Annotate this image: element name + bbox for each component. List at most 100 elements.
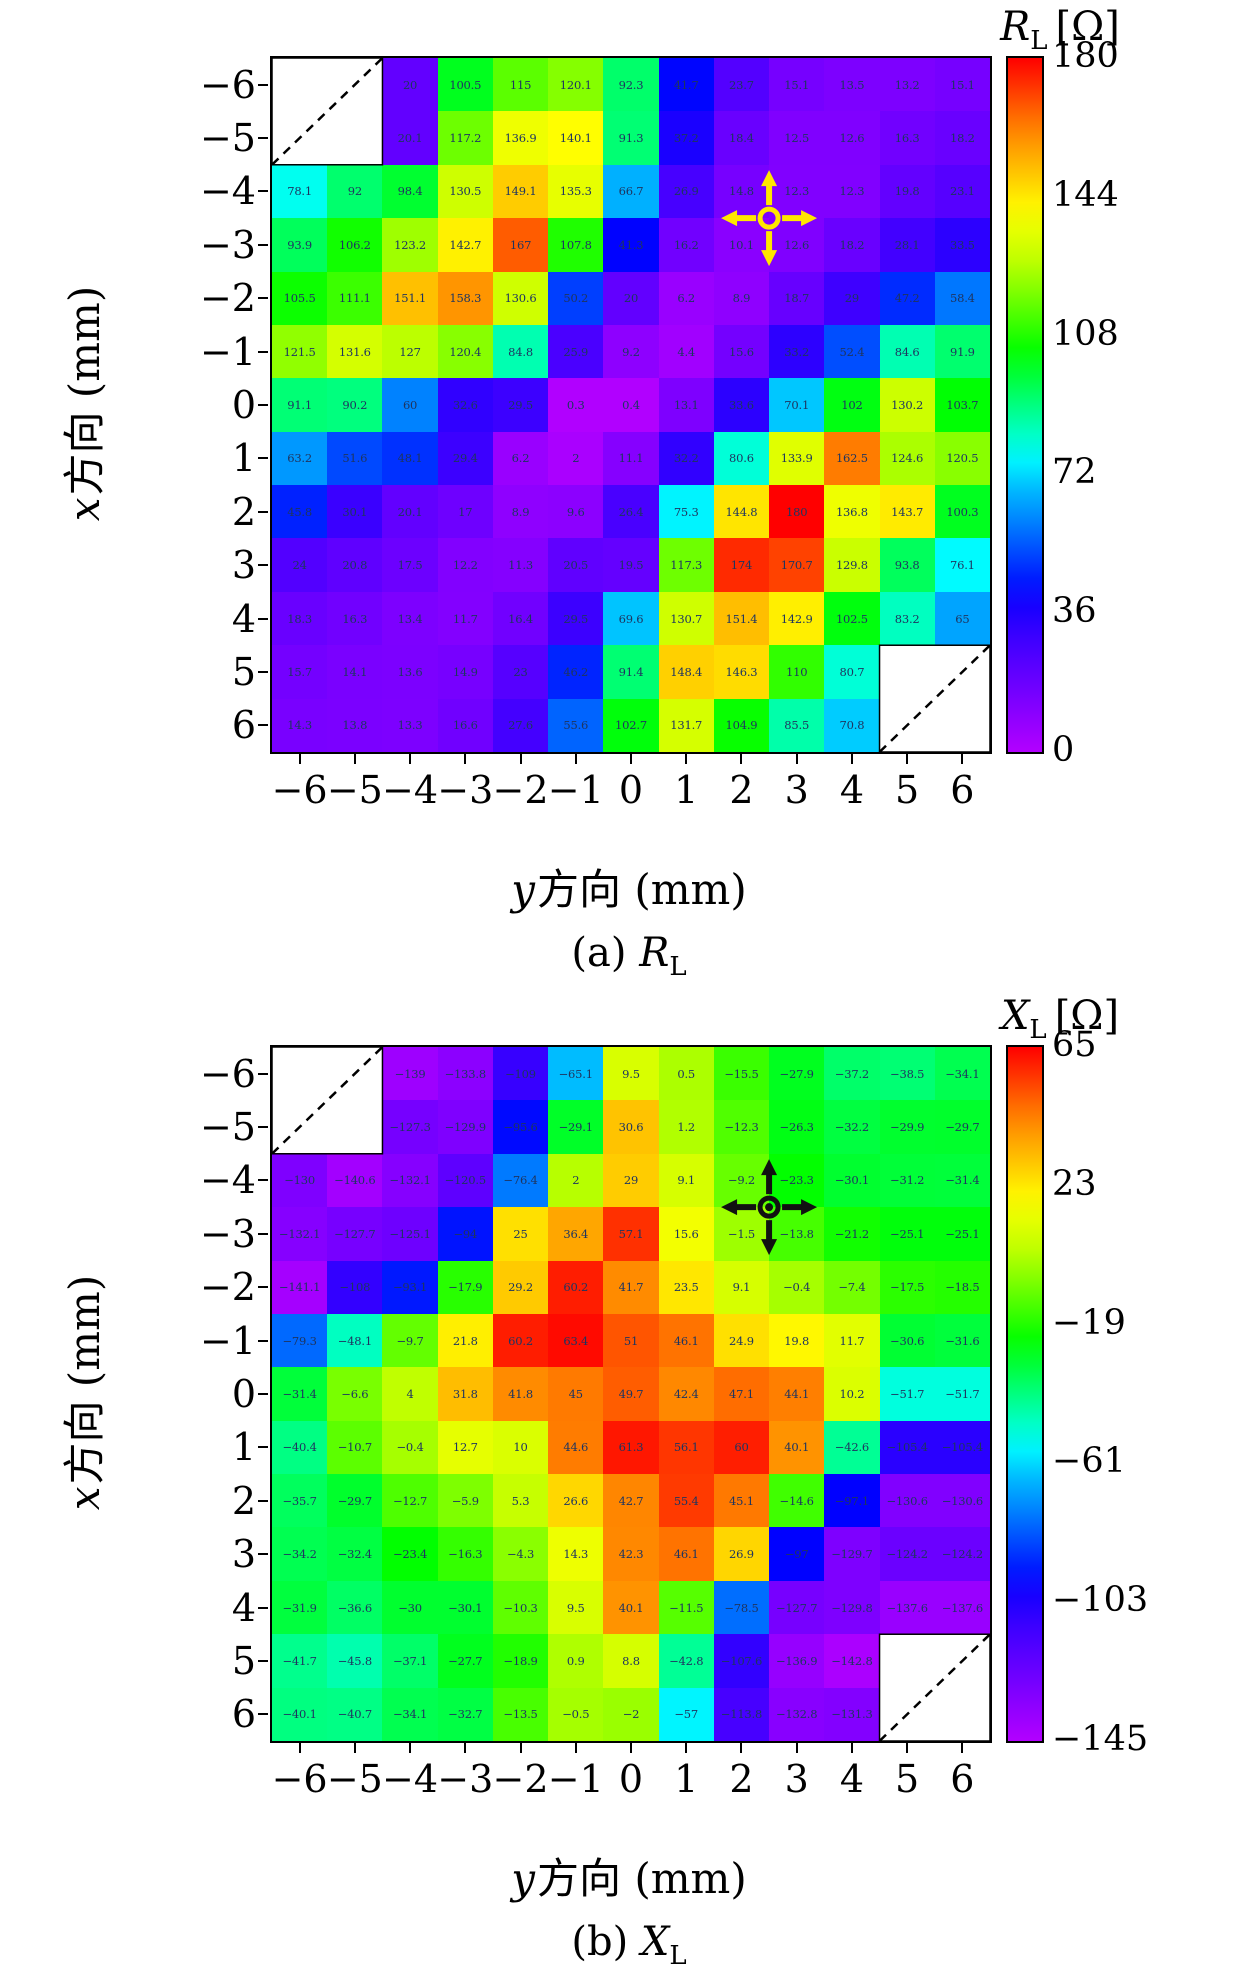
- heatmap-cell: −16.3: [437, 1527, 493, 1581]
- heatmap-cell: −76.4: [492, 1153, 549, 1208]
- xaxis-var: y: [511, 865, 535, 914]
- heatmap-cell: −129.9: [437, 1100, 493, 1154]
- heatmap-cell: 66.7: [603, 164, 659, 219]
- cell-value: 8.9: [511, 504, 530, 519]
- cell-value: −120.5: [444, 1173, 487, 1188]
- cell-value: −133.8: [444, 1066, 487, 1081]
- x-tickmark: [850, 754, 853, 764]
- masked-cell: [879, 1687, 935, 1741]
- heatmap-cell: 25.9: [548, 324, 604, 379]
- cell-value: −14.6: [779, 1493, 814, 1508]
- heatmap-cell: 20.1: [382, 111, 438, 165]
- heatmap-cell: −45.8: [327, 1634, 383, 1688]
- heatmap-cell: 13.5: [824, 58, 880, 112]
- cell-value: 20.8: [342, 558, 368, 573]
- cell-value: −108: [339, 1280, 371, 1295]
- heatmap-cell: −97.1: [824, 1474, 880, 1528]
- heatmap-cell: 91.3: [603, 111, 659, 165]
- cell-value: 29: [844, 291, 860, 306]
- cell-value: 16.2: [673, 237, 699, 252]
- heatmap-cell: 13.4: [382, 591, 438, 646]
- heatmap-cell: 15.1: [769, 58, 825, 112]
- heatmap-cell: 29: [603, 1153, 659, 1208]
- heatmap-cell: 18.7: [769, 271, 825, 325]
- xaxis-rest: 方向 (mm): [536, 865, 747, 914]
- heatmap-cell: 130.6: [492, 271, 549, 325]
- y-tickmark: [258, 1446, 268, 1449]
- cell-value: 105.5: [283, 291, 316, 306]
- y-tick-label: −1: [199, 329, 256, 374]
- cell-value: −130: [284, 1173, 315, 1188]
- heatmap-cell: 18.2: [934, 111, 990, 165]
- x-tick-label: −2: [492, 768, 549, 812]
- x-tick-label: −1: [547, 768, 604, 812]
- cell-value: 15.6: [673, 1226, 699, 1241]
- heatmap-cell: −48.1: [327, 1313, 383, 1368]
- cell-value: 15.7: [287, 664, 313, 679]
- x-tickmark: [630, 1743, 632, 1753]
- cell-value: 14.1: [342, 664, 368, 679]
- heatmap-cell: 102: [824, 378, 880, 432]
- cell-value: 23: [513, 664, 528, 679]
- heatmap-cell: −42.6: [824, 1420, 880, 1475]
- heatmap-cell: 19.8: [769, 1313, 825, 1368]
- heatmap-cell: 148.4: [658, 645, 714, 699]
- heatmap-cell: 26.4: [603, 485, 659, 539]
- chart-b-title: XL [Ω]: [930, 993, 1190, 1045]
- heatmap-cell: 12.3: [824, 164, 880, 219]
- y-tick-label: −4: [199, 1158, 256, 1203]
- masked-cell: [879, 645, 935, 699]
- x-tickmark: [740, 754, 743, 764]
- heatmap-cell: −124.2: [879, 1527, 935, 1581]
- cell-value: −11.5: [669, 1600, 704, 1615]
- heatmap-cell: −30.1: [437, 1580, 493, 1635]
- heatmap-cell: −130.6: [934, 1474, 990, 1528]
- cell-value: 13.3: [397, 718, 423, 733]
- cell-value: 9.5: [566, 1600, 585, 1615]
- cell-value: 135.3: [559, 184, 592, 199]
- y-tick-label: 2: [231, 1478, 256, 1523]
- cell-value: 24.9: [729, 1333, 754, 1348]
- heatmap-cell: 130.5: [437, 164, 493, 219]
- heatmap-cell: 11.3: [492, 538, 549, 592]
- heatmap-cell: 80.7: [824, 645, 880, 699]
- cell-value: 70.8: [839, 718, 865, 733]
- cell-value: 174: [730, 558, 753, 573]
- x-tick-label: 6: [950, 768, 975, 812]
- cell-value: −29.1: [558, 1120, 593, 1135]
- chart-a-heatmap: 20 100.5 115 120.1 92.3 41.7 23.7 15.1 13.5 13.2 1…: [270, 56, 992, 754]
- masked-cell: [327, 1047, 383, 1101]
- heatmap-cell: 16.6: [437, 698, 493, 752]
- heatmap-cell: −107.6: [713, 1634, 770, 1688]
- heatmap-cell: 130.2: [879, 378, 935, 432]
- x-tick-label: 1: [674, 1757, 699, 1801]
- heatmap-cell: 10.2: [824, 1367, 880, 1421]
- yaxis-rest: 方向 (mm): [60, 1274, 110, 1485]
- cell-value: 45.8: [287, 504, 313, 519]
- title-symbol: X: [1000, 993, 1030, 1039]
- heatmap-cell: −139: [382, 1047, 438, 1101]
- y-tick-label: −6: [199, 62, 256, 107]
- y-tickmark: [258, 350, 268, 353]
- cell-value: 9.6: [566, 504, 585, 519]
- heatmap-cell: 102.5: [824, 591, 880, 646]
- heatmap-cell: 12.5: [769, 111, 825, 165]
- cell-value: 84.6: [894, 344, 920, 359]
- cell-value: 107.8: [559, 237, 592, 252]
- heatmap-cell: −11.5: [658, 1580, 714, 1635]
- cell-value: −40.4: [282, 1440, 317, 1455]
- cell-value: −93.1: [392, 1280, 428, 1295]
- heatmap-cell: 84.8: [492, 324, 549, 379]
- cell-value: −38.5: [890, 1066, 925, 1081]
- heatmap-cell: 11.1: [603, 431, 659, 486]
- cell-value: −127.3: [389, 1120, 431, 1135]
- cell-value: 1.2: [677, 1120, 696, 1135]
- heatmap-cell: 45.8: [272, 485, 328, 539]
- y-tick-label: 0: [231, 383, 256, 427]
- heatmap-cell: 25: [492, 1207, 549, 1261]
- y-tickmark: [258, 1072, 268, 1075]
- heatmap-cell: −127.7: [327, 1207, 383, 1261]
- yaxis-rest: 方向 (mm): [60, 285, 110, 496]
- y-tickmark: [258, 510, 268, 513]
- heatmap-cell: −7.4: [824, 1260, 880, 1314]
